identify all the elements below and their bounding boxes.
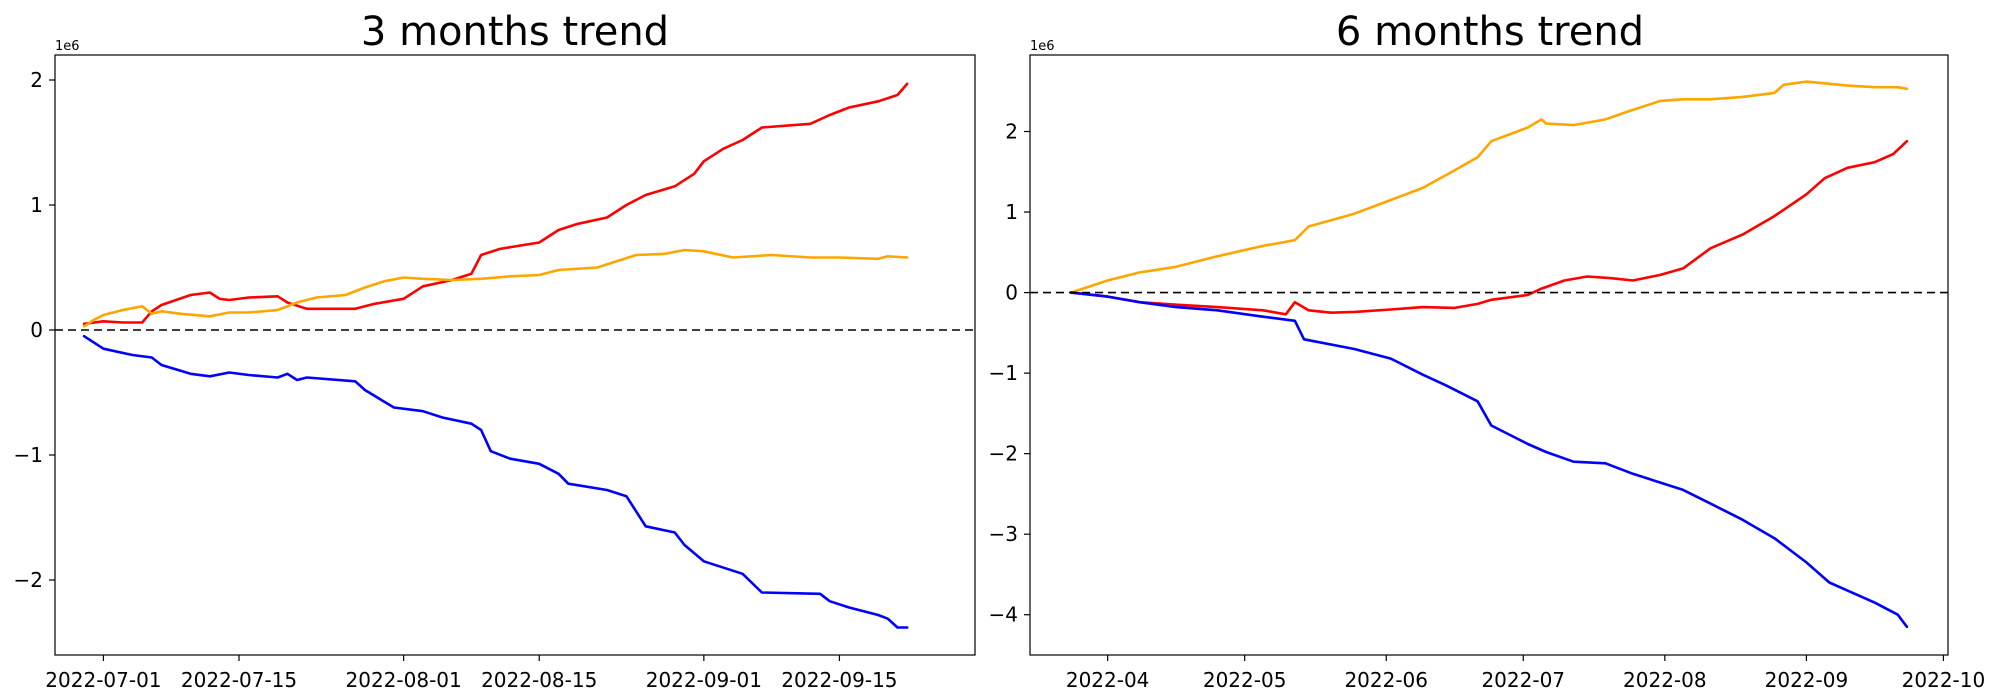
y-tick-label: −1 xyxy=(14,443,43,467)
x-tick-label: 2022-06 xyxy=(1344,668,1428,692)
series-line-1 xyxy=(82,248,909,328)
y-scale-label: 1e6 xyxy=(1030,39,1055,54)
x-tick-label: 2022-09 xyxy=(1765,668,1849,692)
y-tick-label: −2 xyxy=(989,442,1018,466)
y-tick-label: 2 xyxy=(1005,120,1018,144)
y-tick-label: 1 xyxy=(1005,200,1018,224)
y-axis-ticks: −2 −1 0 1 2 xyxy=(14,68,55,592)
chart-title: 6 months trend xyxy=(1336,9,1644,55)
y-tick-label: −2 xyxy=(14,568,43,592)
y-tick-label: 0 xyxy=(1005,281,1018,305)
y-tick-label: 2 xyxy=(30,68,43,92)
series-layer xyxy=(1069,80,1909,629)
y-tick-label: −1 xyxy=(989,361,1018,385)
x-tick-label: 2022-07-01 xyxy=(45,668,161,692)
y-tick-label: −4 xyxy=(989,603,1018,627)
series-line-0 xyxy=(82,82,909,326)
x-tick-label: 2022-09-15 xyxy=(781,668,897,692)
x-tick-label: 2022-08 xyxy=(1623,668,1707,692)
y-tick-label: −3 xyxy=(989,522,1018,546)
x-tick-label: 2022-09-01 xyxy=(646,668,762,692)
y-scale-label: 1e6 xyxy=(55,39,80,54)
series-line-2 xyxy=(1069,291,1909,629)
series-line-2 xyxy=(82,334,909,629)
x-tick-label: 2022-08-01 xyxy=(346,668,462,692)
axes-frame xyxy=(54,54,976,656)
x-axis-ticks: 2022-07-01 2022-07-15 2022-08-01 2022-08-15… xyxy=(45,655,898,692)
y-axis-ticks: −4 −3 −2 −1 0 1 2 xyxy=(989,120,1030,627)
series-line-0 xyxy=(1069,80,1909,294)
x-tick-label: 2022-07 xyxy=(1481,668,1565,692)
x-tick-label: 2022-10 xyxy=(1902,668,1986,692)
chart-title: 3 months trend xyxy=(361,9,669,55)
x-axis-ticks: 2022-04 2022-05 2022-06 2022-07 2022-08 2022-… xyxy=(1066,655,1985,692)
y-tick-label: 0 xyxy=(30,318,43,342)
series-line-1 xyxy=(1069,139,1909,316)
axes-frame xyxy=(1029,54,1949,656)
x-tick-label: 2022-07-15 xyxy=(181,668,297,692)
x-tick-label: 2022-04 xyxy=(1066,668,1150,692)
series-layer xyxy=(82,82,909,629)
y-tick-label: 1 xyxy=(30,193,43,217)
x-tick-label: 2022-05 xyxy=(1203,668,1287,692)
x-tick-label: 2022-08-15 xyxy=(481,668,597,692)
